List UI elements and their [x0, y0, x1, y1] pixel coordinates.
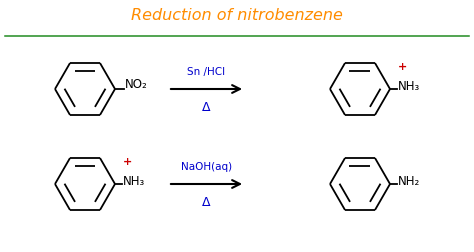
Text: NO₂: NO₂: [125, 79, 148, 91]
Text: NH₃: NH₃: [123, 175, 145, 188]
Text: Δ: Δ: [202, 196, 211, 209]
Text: Sn /HCl: Sn /HCl: [187, 67, 226, 77]
Text: Δ: Δ: [202, 101, 211, 114]
Text: +: +: [398, 62, 407, 72]
Text: NH₃: NH₃: [398, 80, 420, 93]
Text: Reduction of nitrobenzene: Reduction of nitrobenzene: [131, 8, 343, 23]
Text: NH₂: NH₂: [398, 175, 420, 188]
Text: +: +: [123, 157, 132, 167]
Text: NaOH(aq): NaOH(aq): [181, 162, 232, 172]
